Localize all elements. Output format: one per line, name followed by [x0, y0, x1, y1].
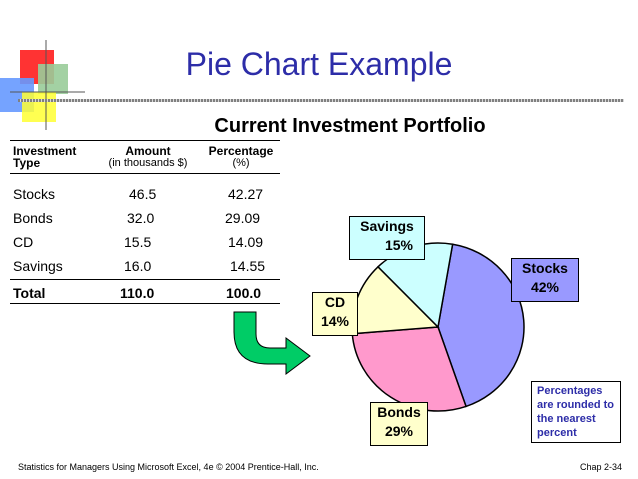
footer-page: Chap 2-34: [580, 462, 623, 472]
label-bonds-pct: 29%: [384, 423, 414, 439]
slide-title: Pie Chart Example: [185, 46, 453, 82]
row-type: CD: [13, 234, 34, 250]
row-type: Stocks: [13, 186, 56, 202]
row-amount: 15.5: [124, 234, 152, 250]
footer-credit: Statistics for Managers Using Microsoft …: [18, 462, 319, 472]
pie-slice-stocks: [437, 243, 525, 408]
table-row: Bonds: [13, 210, 53, 226]
pie-slice-bonds: [351, 326, 467, 412]
table-top-rule: [10, 140, 280, 141]
row-amount: 32.0: [127, 210, 155, 226]
table-row: Stocks: [13, 186, 55, 202]
label-stocks: Stocks 42%: [511, 258, 579, 302]
row-type: Bonds: [13, 210, 53, 226]
row-type: Savings: [13, 258, 63, 274]
slide-logo-icon: [0, 40, 85, 130]
label-savings-pct: 15%: [384, 237, 414, 253]
total-pct: 100.0: [226, 285, 262, 301]
header-amount-line2: (in thousands $): [108, 157, 188, 169]
arrow-shape: [233, 311, 311, 375]
arrow-icon: [233, 311, 311, 375]
rounding-note: Percentages are rounded to the nearest p…: [531, 381, 621, 443]
row-amount: 46.5: [129, 186, 157, 202]
table-bottom-rule: [10, 303, 280, 304]
label-savings-name: Savings: [360, 218, 414, 234]
table-row: Savings: [13, 258, 63, 274]
header-type: Investment Type: [13, 145, 76, 169]
label-stocks-pct: 42%: [530, 279, 560, 295]
total-type: Total: [13, 285, 46, 301]
label-cd-pct: 14%: [320, 313, 350, 329]
chart-title: Current Investment Portfolio: [214, 115, 486, 137]
row-pct: 42.27: [228, 186, 264, 202]
row-pct: 14.09: [228, 234, 264, 250]
label-cd: CD 14%: [312, 292, 358, 336]
header-pct-line2: (%): [232, 157, 250, 169]
header-amount-line1: Amount: [125, 144, 171, 158]
table-total-rule: [10, 279, 280, 280]
header-type-line2: Type: [13, 156, 41, 170]
label-bonds-name: Bonds: [377, 404, 421, 420]
label-stocks-name: Stocks: [522, 260, 568, 276]
header-type-line1: Investment: [13, 144, 77, 158]
total-amount: 110.0: [120, 285, 155, 301]
table-row: CD: [13, 234, 33, 250]
label-bonds: Bonds 29%: [370, 402, 428, 446]
header-percentage: Percentage (%): [202, 145, 280, 169]
header-amount: Amount (in thousands $): [105, 145, 191, 169]
label-cd-name: CD: [324, 294, 346, 310]
title-divider: [18, 99, 624, 102]
header-pct-line1: Percentage: [208, 144, 274, 158]
row-amount: 16.0: [124, 258, 152, 274]
table-header-rule: [10, 173, 280, 174]
label-savings: Savings 15%: [349, 216, 425, 260]
row-pct: 14.55: [230, 258, 266, 274]
row-pct: 29.09: [225, 210, 261, 226]
